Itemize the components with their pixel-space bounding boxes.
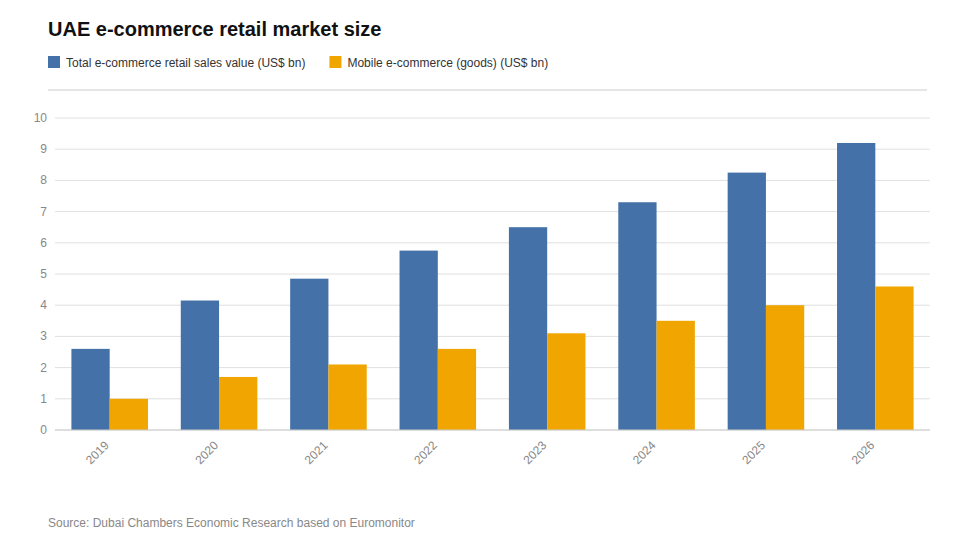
bar — [71, 349, 109, 430]
y-tick-label: 6 — [40, 236, 47, 250]
grid-line — [55, 242, 930, 243]
x-tick-label: 2021 — [302, 438, 331, 467]
bars — [71, 143, 913, 430]
y-tick-label: 4 — [40, 298, 47, 312]
chart-svg: UAE e-commerce retail market size Total e… — [0, 0, 975, 541]
bar — [509, 227, 547, 430]
legend-label: Mobile e-commerce (goods) (US$ bn) — [347, 56, 548, 70]
y-tick-label: 2 — [40, 361, 47, 375]
y-tick-label: 9 — [40, 142, 47, 156]
x-tick-label: 2024 — [630, 438, 659, 467]
bar — [181, 301, 219, 430]
grid-line — [55, 118, 930, 119]
bar — [766, 305, 804, 430]
bar — [837, 143, 875, 430]
bar — [400, 251, 438, 430]
legend: Total e-commerce retail sales value (US$… — [48, 56, 548, 70]
separator — [48, 90, 927, 91]
x-tick-label: 2023 — [521, 438, 550, 467]
bar — [110, 399, 148, 430]
grid-line — [55, 180, 930, 181]
y-axis: 0 1 2 3 4 5 6 7 8 9 10 — [34, 111, 930, 437]
source-note: Source: Dubai Chambers Economic Research… — [48, 516, 415, 530]
y-tick-label: 3 — [40, 329, 47, 343]
bar — [875, 286, 913, 430]
title: UAE e-commerce retail market size — [48, 18, 382, 40]
x-tick-label: 2026 — [849, 438, 878, 467]
bar — [438, 349, 476, 430]
y-tick-label: 1 — [40, 392, 47, 406]
grid-line — [55, 274, 930, 275]
legend-swatch — [329, 56, 341, 68]
bar — [657, 321, 695, 430]
bar — [290, 279, 328, 430]
bar — [728, 173, 766, 430]
y-tick-label: 8 — [40, 173, 47, 187]
legend-swatch — [48, 56, 60, 68]
bar — [328, 364, 366, 430]
grid-line — [55, 149, 930, 150]
grid-line — [55, 211, 930, 212]
bar — [618, 202, 656, 430]
x-tick-label: 2019 — [83, 438, 112, 467]
y-tick-label: 7 — [40, 205, 47, 219]
x-tick-label: 2022 — [411, 438, 440, 467]
chart-container: UAE e-commerce retail market size Total e… — [0, 0, 975, 541]
legend-label: Total e-commerce retail sales value (US$… — [66, 56, 305, 70]
bar — [219, 377, 257, 430]
y-tick-label: 5 — [40, 267, 47, 281]
y-tick-label: 0 — [40, 423, 47, 437]
x-axis: 2019 2020 2021 2022 2023 2024 2025 2026 — [83, 438, 878, 467]
y-tick-label: 10 — [34, 111, 48, 125]
bar — [547, 333, 585, 430]
x-tick-label: 2020 — [192, 438, 221, 467]
grid-line — [55, 430, 930, 431]
x-axis-line — [55, 430, 930, 431]
x-tick-label: 2025 — [739, 438, 768, 467]
